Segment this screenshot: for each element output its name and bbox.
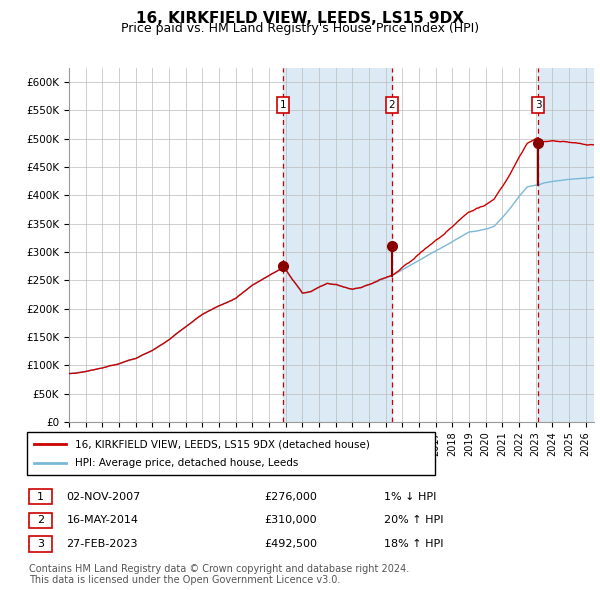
Text: 16-MAY-2014: 16-MAY-2014 <box>67 516 139 525</box>
Text: Price paid vs. HM Land Registry's House Price Index (HPI): Price paid vs. HM Land Registry's House … <box>121 22 479 35</box>
Text: £310,000: £310,000 <box>264 516 317 525</box>
Text: 1: 1 <box>280 100 286 110</box>
Bar <box>538 68 594 422</box>
Bar <box>283 68 392 422</box>
Text: 3: 3 <box>37 539 44 549</box>
Text: 2: 2 <box>389 100 395 110</box>
Text: 18% ↑ HPI: 18% ↑ HPI <box>384 539 443 549</box>
Text: 1% ↓ HPI: 1% ↓ HPI <box>384 492 436 502</box>
Text: 1: 1 <box>37 492 44 502</box>
Text: HPI: Average price, detached house, Leeds: HPI: Average price, detached house, Leed… <box>75 458 298 468</box>
Text: 3: 3 <box>535 100 542 110</box>
Text: 16, KIRKFIELD VIEW, LEEDS, LS15 9DX (detached house): 16, KIRKFIELD VIEW, LEEDS, LS15 9DX (det… <box>75 440 370 450</box>
Text: 2: 2 <box>37 516 44 525</box>
Text: £276,000: £276,000 <box>264 492 317 502</box>
Text: 16, KIRKFIELD VIEW, LEEDS, LS15 9DX: 16, KIRKFIELD VIEW, LEEDS, LS15 9DX <box>136 11 464 25</box>
Text: 27-FEB-2023: 27-FEB-2023 <box>67 539 138 549</box>
Text: 20% ↑ HPI: 20% ↑ HPI <box>384 516 443 525</box>
Text: 02-NOV-2007: 02-NOV-2007 <box>67 492 141 502</box>
Text: Contains HM Land Registry data © Crown copyright and database right 2024.
This d: Contains HM Land Registry data © Crown c… <box>29 563 409 585</box>
Text: £492,500: £492,500 <box>264 539 317 549</box>
